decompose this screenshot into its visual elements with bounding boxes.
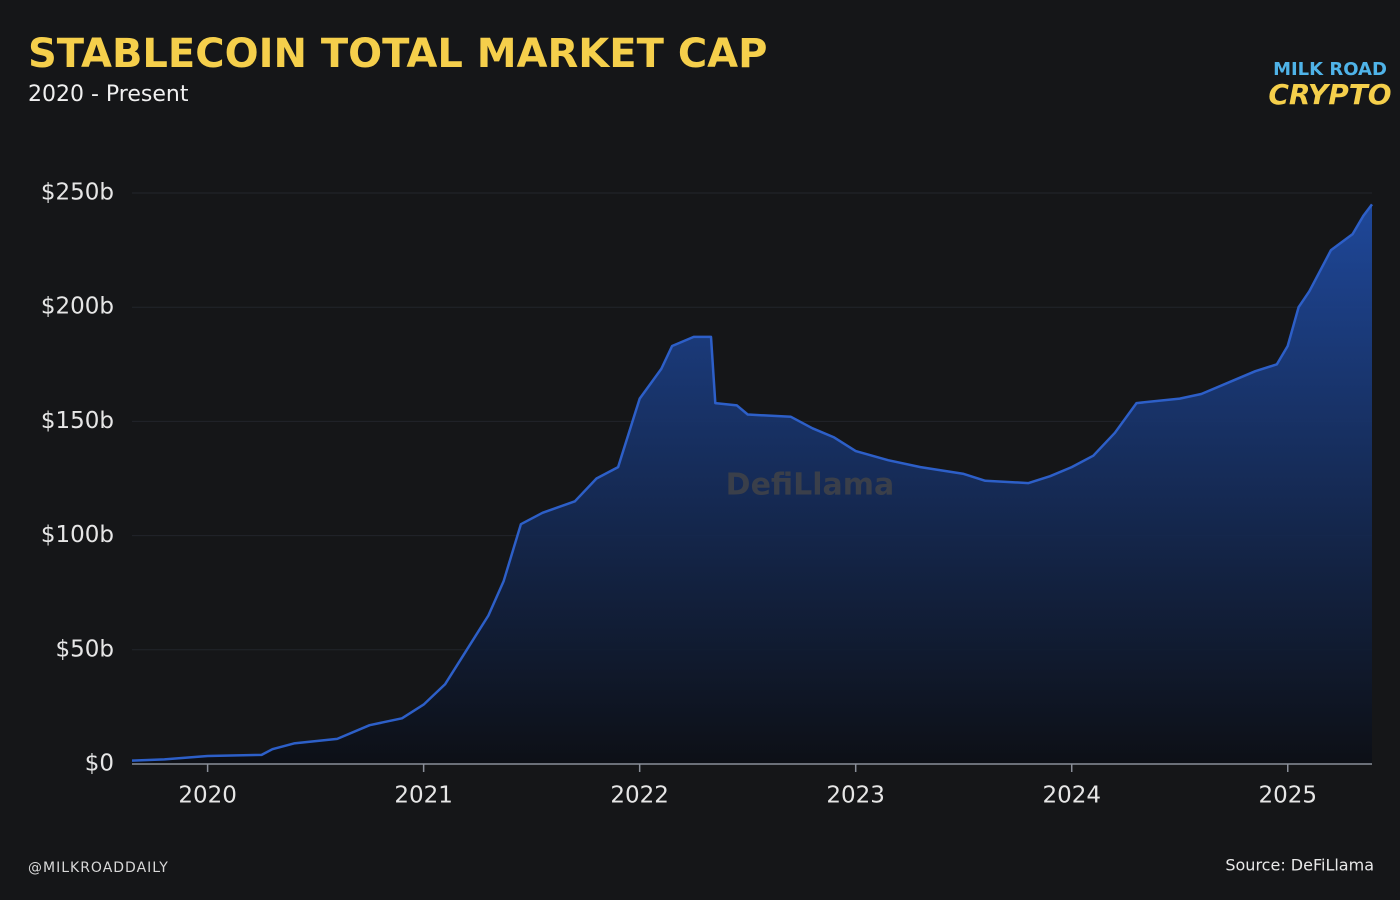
line: [131, 203, 1373, 762]
chart-subtitle: 2020 - Present: [28, 82, 189, 107]
logo-top: MILK ROAD: [1273, 59, 1387, 80]
x-tick-label: 2020: [178, 783, 237, 809]
y-tick-label: $0: [85, 751, 114, 777]
x-tick-label: 2023: [826, 783, 885, 809]
y-tick-label: $50b: [56, 636, 115, 662]
x-tick-label: 2024: [1042, 783, 1101, 809]
y-tick-label: $200b: [41, 294, 114, 320]
x-tick-label: 2022: [610, 783, 669, 809]
x-tick-label: 2025: [1258, 783, 1317, 809]
y-tick-label: $150b: [41, 408, 114, 434]
y-tick-label: $250b: [41, 180, 114, 206]
chart-title: STABLECOIN TOTAL MARKET CAP: [28, 31, 767, 77]
logo-bottom: CRYPTO: [1268, 78, 1391, 111]
footer-right: Source: DeFiLlama: [1225, 856, 1374, 875]
x-tick-label: 2021: [394, 783, 453, 809]
footer-left: @MILKROADDAILY: [28, 860, 169, 876]
plot-area: $0 $50b $100b $150b $200b $250b 2020 2021 2022 20…: [41, 180, 1373, 809]
area: [132, 204, 1372, 764]
watermark: DefiLlama: [726, 468, 895, 503]
y-tick-label: $100b: [41, 522, 114, 548]
